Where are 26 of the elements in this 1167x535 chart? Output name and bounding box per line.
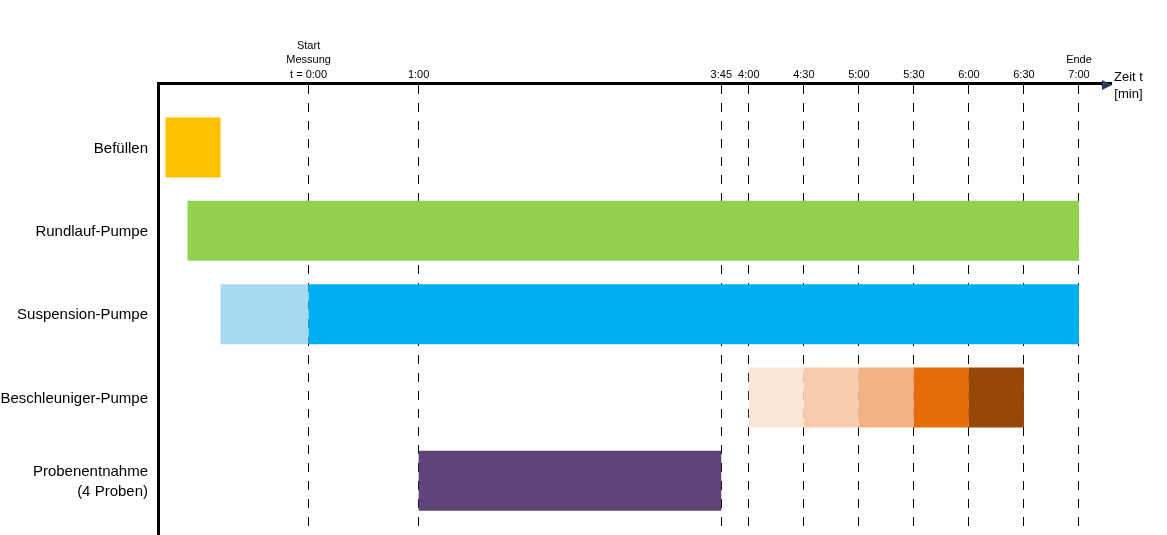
y-tick-label: Probenentnahme (4 Proben) bbox=[32, 462, 148, 499]
bar bbox=[418, 450, 722, 511]
y-tick-label: Befüllen bbox=[93, 138, 148, 156]
bar bbox=[187, 200, 1079, 261]
y-tick-label: Rundlauf-Pumpe bbox=[35, 222, 148, 240]
y-tick-label: Beschleuniger-Pumpe bbox=[0, 388, 148, 406]
x-tick-label: 4:30 bbox=[793, 67, 815, 80]
bar bbox=[913, 367, 969, 428]
y-tick-label: Suspension-Pumpe bbox=[17, 305, 148, 323]
bar bbox=[165, 117, 221, 178]
bar bbox=[968, 367, 1024, 428]
x-tick-label: 3:45 bbox=[710, 67, 732, 80]
x-tick-label: Ende 7:00 bbox=[1066, 53, 1092, 80]
x-tick-label: 5:30 bbox=[903, 67, 925, 80]
x-tick-label: Start Messung t = 0:00 bbox=[286, 39, 331, 80]
bar bbox=[858, 367, 914, 428]
bar bbox=[748, 367, 804, 428]
x-tick-label: 4:00 bbox=[738, 67, 760, 80]
bar bbox=[220, 284, 309, 345]
bar bbox=[803, 367, 859, 428]
x-tick-label: 5:00 bbox=[848, 67, 870, 80]
x-axis-title: Zeit t [min] bbox=[1114, 69, 1144, 101]
x-tick-label: 1:00 bbox=[407, 67, 430, 80]
bar bbox=[308, 284, 1079, 345]
x-tick-label: 6:00 bbox=[958, 67, 980, 80]
x-tick-label: 6:30 bbox=[1013, 67, 1035, 80]
